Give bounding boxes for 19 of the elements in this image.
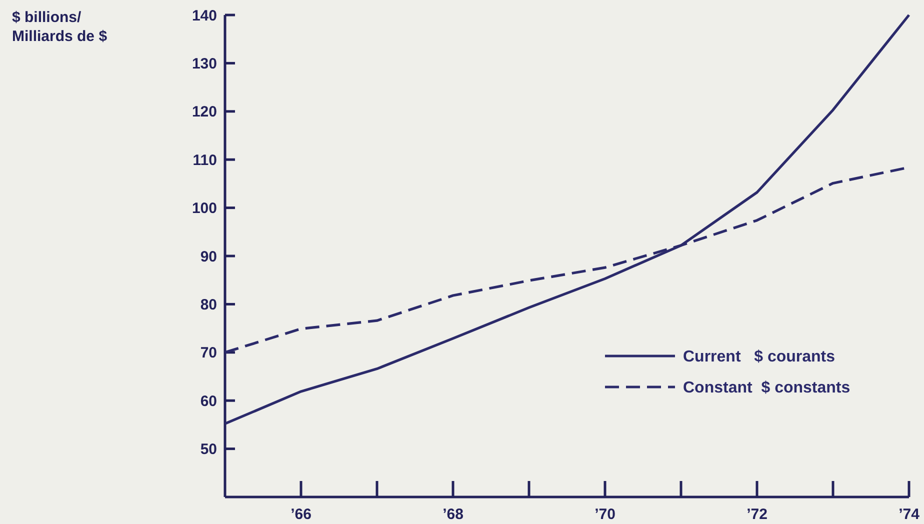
y-tick-label: 120 [192, 104, 217, 121]
y-tick-label: 70 [200, 344, 217, 362]
x-tick-label: ’68 [442, 506, 464, 523]
y-tick-label: 90 [200, 248, 217, 266]
legend-label: Constant $ constants [683, 380, 850, 397]
y-tick-label: 130 [192, 55, 217, 72]
x-tick-label: ’66 [290, 506, 312, 523]
x-tick-label: ’72 [746, 506, 768, 523]
x-tick-label: ’74 [898, 506, 920, 523]
y-tick-label: 100 [192, 200, 217, 218]
y-tick-label: 80 [200, 296, 217, 314]
y-tick-label: 60 [200, 392, 217, 410]
text: $ billions/ Milliards de $ [12, 9, 108, 45]
x-tick-label: ’70 [594, 506, 616, 523]
legend-label: Current $ courants [683, 348, 836, 366]
y-tick-label: 110 [192, 152, 217, 169]
y-tick-label: 50 [200, 441, 217, 458]
line-series [224, 14, 910, 426]
y-tick-label: 140 [192, 7, 217, 24]
